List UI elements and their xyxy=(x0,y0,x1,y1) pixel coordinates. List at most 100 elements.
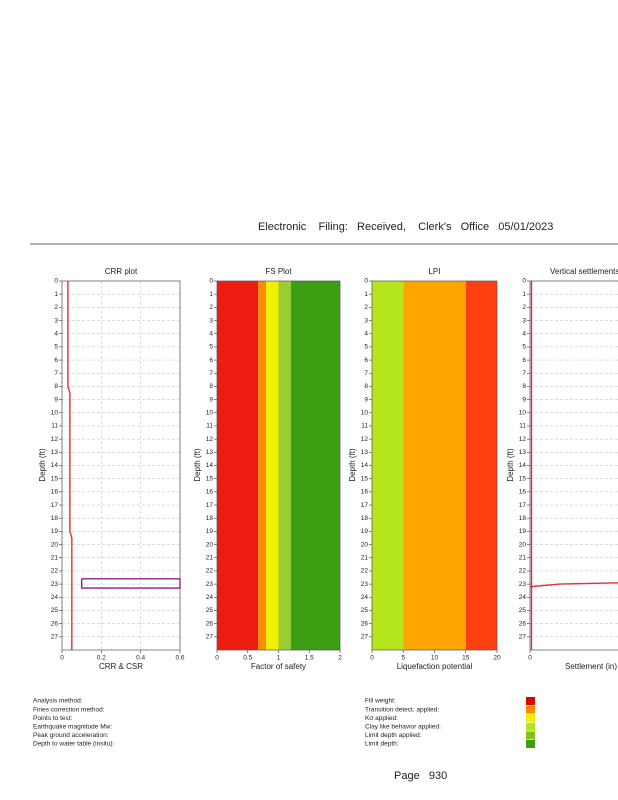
y-tick-label: 22 xyxy=(361,568,369,575)
y-tick-label: 12 xyxy=(519,436,527,443)
x-tick-label: 0.5 xyxy=(243,655,252,662)
legend-field: Earthquake magnitude Mw: xyxy=(33,724,112,731)
y-tick-label: 3 xyxy=(522,317,526,324)
y-tick-label: 6 xyxy=(54,357,58,364)
y-tick-label: 23 xyxy=(51,581,59,588)
y-tick-label: 1 xyxy=(364,291,368,298)
y-tick-label: 26 xyxy=(519,620,527,627)
band xyxy=(278,281,291,650)
y-tick-label: 24 xyxy=(51,594,59,601)
y-tick-label: 16 xyxy=(206,489,214,496)
y-tick-label: 16 xyxy=(361,489,369,496)
y-tick-label: 1 xyxy=(54,291,58,298)
x-axis-label: Settlement (in) xyxy=(565,662,617,671)
plot-frame xyxy=(216,280,341,651)
band xyxy=(465,281,497,650)
y-tick-label: 19 xyxy=(361,528,369,535)
band xyxy=(258,281,267,650)
y-tick-label: 25 xyxy=(519,607,527,614)
y-tick-label: 26 xyxy=(206,620,214,627)
y-tick-label: 6 xyxy=(364,357,368,364)
y-tick-label: 20 xyxy=(51,541,59,548)
legend-field: Depth to water table (insitu): xyxy=(33,741,114,748)
y-tick-label: 21 xyxy=(519,554,527,561)
y-tick-label: 17 xyxy=(361,502,369,509)
y-tick-label: 13 xyxy=(519,449,527,456)
legend-field: Transition detect. applied: xyxy=(365,706,439,713)
x-axis-label: CRR & CSR xyxy=(99,662,143,671)
y-tick-label: 26 xyxy=(51,620,59,627)
legend-swatch xyxy=(526,697,535,705)
plot-frame xyxy=(371,280,498,651)
y-tick-label: 22 xyxy=(206,568,214,575)
y-tick-label: 7 xyxy=(364,370,368,377)
y-tick-label: 7 xyxy=(54,370,58,377)
y-tick-label: 13 xyxy=(51,449,59,456)
legend-field: Peak ground acceleration: xyxy=(33,732,109,739)
x-tick-label: 0 xyxy=(370,655,374,662)
x-tick-label: 1.5 xyxy=(305,655,314,662)
legend-field: Analysis method: xyxy=(33,698,83,705)
y-tick-label: 12 xyxy=(51,436,59,443)
y-tick-label: 0 xyxy=(364,278,368,285)
y-tick-label: 10 xyxy=(206,410,214,417)
legend-field: Fines correction method: xyxy=(33,706,105,713)
y-tick-label: 18 xyxy=(206,515,214,522)
y-tick-label: 17 xyxy=(519,502,527,509)
y-tick-label: 15 xyxy=(361,475,369,482)
y-tick-label: 11 xyxy=(519,423,526,430)
chart-title: LPI xyxy=(428,267,440,276)
y-tick-label: 27 xyxy=(519,634,527,641)
y-tick-label: 9 xyxy=(209,396,213,403)
y-tick-label: 6 xyxy=(522,357,526,364)
band xyxy=(217,281,259,650)
y-tick-label: 14 xyxy=(206,462,214,469)
page-number: Page 930 xyxy=(394,770,447,782)
y-tick-label: 25 xyxy=(51,607,59,614)
x-tick-label: 0 xyxy=(528,655,532,662)
y-tick-label: 14 xyxy=(519,462,527,469)
y-tick-label: 27 xyxy=(51,634,59,641)
y-tick-label: 11 xyxy=(206,423,213,430)
y-tick-label: 7 xyxy=(209,370,213,377)
y-tick-label: 19 xyxy=(519,528,527,535)
x-tick-label: 2 xyxy=(338,655,342,662)
y-tick-label: 19 xyxy=(51,528,59,535)
y-tick-label: 7 xyxy=(522,370,526,377)
legend-field: Fill weight: xyxy=(365,698,396,705)
y-tick-label: 23 xyxy=(519,581,527,588)
y-tick-label: 8 xyxy=(54,383,58,390)
chart-title: Vertical settlements xyxy=(550,267,618,276)
y-tick-label: 27 xyxy=(206,634,214,641)
chart-panel: 0123456789101112131415161718192021222324… xyxy=(506,267,618,671)
x-tick-label: 10 xyxy=(431,655,439,662)
y-tick-label: 17 xyxy=(51,502,59,509)
y-tick-label: 12 xyxy=(206,436,214,443)
y-tick-label: 5 xyxy=(364,344,368,351)
x-tick-label: 0.2 xyxy=(97,655,106,662)
plot-frame xyxy=(529,280,618,651)
y-tick-label: 22 xyxy=(51,568,59,575)
y-tick-label: 2 xyxy=(209,304,213,311)
x-tick-label: 0 xyxy=(215,655,219,662)
y-tick-label: 8 xyxy=(209,383,213,390)
y-axis-label: Depth (ft) xyxy=(348,448,357,482)
x-tick-label: 0.4 xyxy=(136,655,145,662)
y-tick-label: 9 xyxy=(364,396,368,403)
y-tick-label: 17 xyxy=(206,502,214,509)
y-tick-label: 10 xyxy=(519,410,527,417)
y-tick-label: 1 xyxy=(522,291,526,298)
y-tick-label: 19 xyxy=(206,528,214,535)
y-tick-label: 27 xyxy=(361,634,369,641)
y-tick-label: 11 xyxy=(361,423,368,430)
chart-panel: 0123456789101112131415161718192021222324… xyxy=(193,267,342,671)
legend-swatch xyxy=(526,714,535,723)
y-tick-label: 22 xyxy=(519,568,527,575)
legend-field: Points to test: xyxy=(33,715,73,722)
legend-swatch xyxy=(526,722,535,731)
y-tick-label: 13 xyxy=(206,449,214,456)
y-tick-label: 5 xyxy=(522,344,526,351)
y-tick-label: 2 xyxy=(522,304,526,311)
